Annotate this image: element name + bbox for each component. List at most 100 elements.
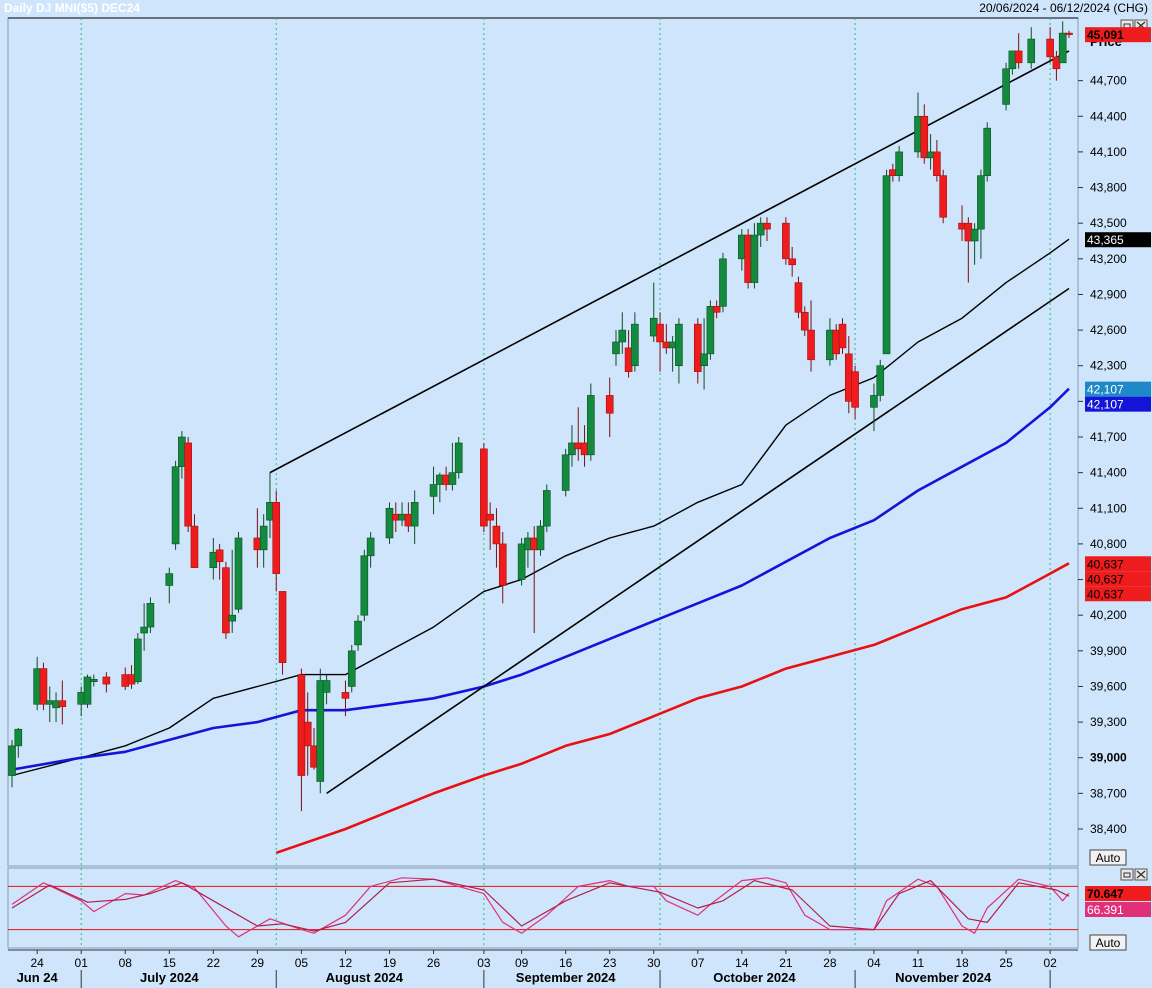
- candle-body: [675, 323, 683, 367]
- osc-close-icon[interactable]: [1134, 868, 1148, 881]
- candle: [895, 145, 903, 182]
- y-tick-label: 38,700: [1090, 786, 1127, 800]
- candle: [870, 383, 878, 432]
- candle-body: [568, 442, 576, 456]
- y-tick-label: 39,000: [1090, 751, 1127, 765]
- candle: [322, 674, 331, 705]
- price-tag: 45,091: [1087, 28, 1124, 42]
- candle-body: [442, 474, 450, 485]
- x-day-label: 19: [383, 956, 397, 970]
- candle-body: [700, 353, 708, 367]
- x-day-label: 29: [251, 956, 265, 970]
- price-tag-bg: [1085, 586, 1151, 602]
- candle-body: [354, 620, 362, 646]
- osc-auto-button[interactable]: Auto: [1089, 934, 1127, 951]
- candle: [712, 300, 721, 319]
- candle-body: [574, 442, 583, 450]
- candle: [794, 276, 803, 319]
- x-month-label: October 2024: [713, 970, 796, 985]
- y-tick-label: 41,100: [1090, 501, 1127, 515]
- price-tag-bg: [1085, 571, 1151, 587]
- candle-body: [612, 341, 620, 355]
- candle-body: [618, 329, 627, 343]
- candle: [480, 442, 488, 533]
- candle-body: [882, 175, 891, 355]
- candle: [83, 674, 92, 708]
- osc-restore-button[interactable]: [1120, 868, 1134, 881]
- osc-tag-k: 70.647: [1087, 887, 1124, 901]
- osc-tag-d-bg: [1085, 902, 1151, 917]
- candle: [750, 223, 759, 289]
- candle: [700, 318, 708, 390]
- x-day-label: 30: [647, 956, 661, 970]
- candle-body: [870, 395, 878, 408]
- candle: [1058, 21, 1067, 64]
- candle-body: [794, 282, 803, 313]
- candle: [1014, 33, 1023, 69]
- candle-body: [1014, 50, 1023, 64]
- candle: [347, 644, 356, 693]
- y-tick-label: 44,400: [1090, 109, 1127, 123]
- candle-body: [530, 537, 539, 551]
- x-day-label: 16: [559, 956, 573, 970]
- x-day-label: 11: [912, 956, 925, 970]
- candle: [719, 252, 727, 313]
- price-tag-bg: [1085, 396, 1151, 412]
- candle-body: [77, 692, 86, 705]
- candle: [492, 508, 501, 568]
- candle-body: [826, 329, 834, 361]
- candle-body: [895, 151, 903, 176]
- price-tag: 43,365: [1087, 233, 1124, 247]
- price-auto-button[interactable]: Auto: [1089, 849, 1127, 866]
- price-tag-bg: [1085, 232, 1151, 248]
- x-day-label: 18: [955, 956, 969, 970]
- candle-body: [605, 395, 614, 414]
- candle: [272, 490, 281, 592]
- candle-body: [391, 513, 400, 521]
- candle: [366, 532, 375, 568]
- candle-body: [448, 472, 457, 485]
- candle: [807, 300, 815, 372]
- candle: [410, 490, 419, 544]
- oscillator-tags: 70.647 66.391: [1085, 886, 1151, 917]
- candle: [933, 140, 941, 182]
- candle-body: [706, 306, 715, 355]
- moving-averages: [11, 238, 1070, 855]
- y-tick-label: 44,100: [1090, 145, 1127, 159]
- header-bar: [0, 0, 1152, 17]
- price-tag: 42,107: [1087, 398, 1124, 412]
- candle-body: [1027, 38, 1036, 64]
- candle: [788, 246, 796, 277]
- date-range: 20/06/2024 - 06/12/2024 (CHG): [979, 1, 1148, 15]
- candle-body: [385, 507, 394, 539]
- candle-body: [668, 341, 677, 349]
- candle-body: [134, 638, 142, 683]
- candle: [146, 597, 155, 633]
- trend-line-2: [326, 287, 1070, 795]
- candle-body: [977, 175, 985, 230]
- candle-body: [322, 680, 331, 693]
- trend-lines: [269, 50, 1070, 795]
- candle-body: [165, 573, 174, 586]
- candle-body: [33, 668, 41, 705]
- candle-body: [303, 721, 312, 747]
- price-tag-bg: [1085, 381, 1151, 397]
- x-day-label: 12: [339, 956, 353, 970]
- candle-body: [920, 115, 929, 159]
- x-day-label: 15: [163, 956, 177, 970]
- candle-body: [347, 650, 356, 687]
- candle-body: [398, 513, 406, 521]
- candle-body: [561, 454, 570, 491]
- candle: [429, 466, 438, 515]
- candle: [920, 104, 929, 164]
- candle-body: [127, 674, 136, 685]
- candle-body: [429, 484, 438, 497]
- candle: [838, 318, 847, 354]
- x-day-label: 24: [30, 956, 44, 970]
- candle: [486, 502, 494, 550]
- candle: [605, 377, 614, 437]
- x-day-label: 25: [999, 956, 1013, 970]
- candle-body: [209, 551, 218, 568]
- candle-body: [656, 323, 664, 343]
- x-day-label: 05: [295, 956, 309, 970]
